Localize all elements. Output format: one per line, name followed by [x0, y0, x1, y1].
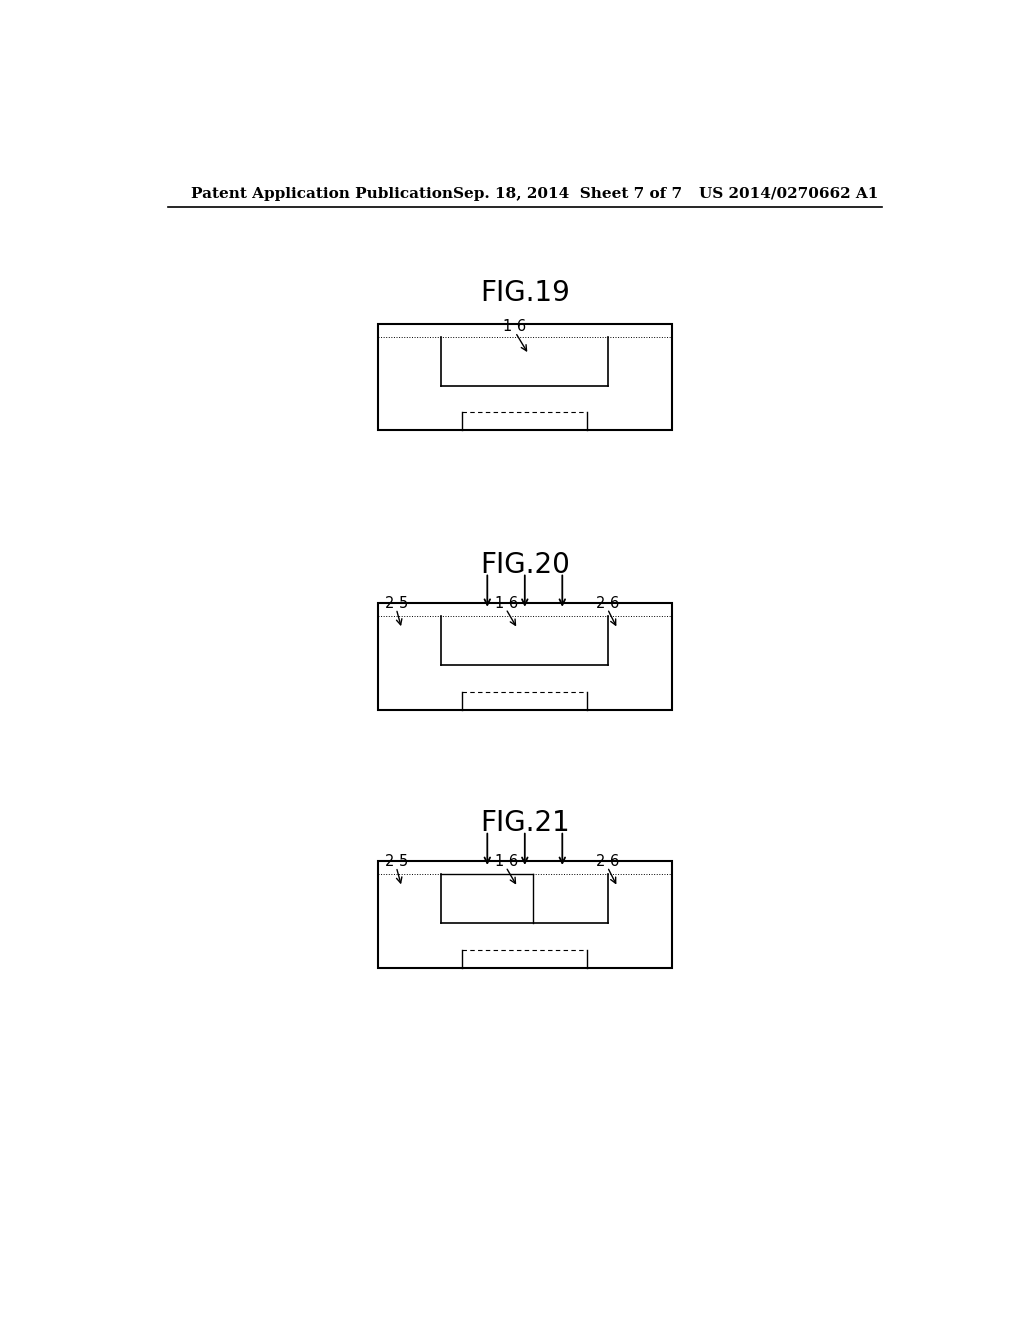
Bar: [441, 874, 534, 923]
Bar: [462, 412, 588, 430]
Text: US 2014/0270662 A1: US 2014/0270662 A1: [699, 187, 879, 201]
Bar: [608, 603, 672, 710]
Text: FIG.19: FIG.19: [480, 279, 569, 306]
Text: 1 6: 1 6: [495, 597, 518, 611]
Bar: [608, 323, 672, 430]
Bar: [441, 337, 608, 385]
Bar: [378, 861, 441, 968]
Bar: [441, 367, 608, 412]
Bar: [608, 861, 672, 968]
Bar: [378, 323, 441, 430]
Text: 2 5: 2 5: [385, 854, 409, 870]
Text: 2 5: 2 5: [385, 597, 409, 611]
Bar: [441, 874, 608, 923]
Bar: [441, 647, 608, 692]
Bar: [378, 603, 672, 710]
Text: 1 6: 1 6: [495, 854, 518, 870]
Bar: [378, 861, 672, 874]
Bar: [441, 906, 608, 949]
Bar: [462, 949, 588, 968]
Bar: [378, 323, 672, 430]
Bar: [378, 603, 441, 710]
Bar: [378, 603, 672, 616]
Text: 1 6: 1 6: [503, 318, 525, 334]
Bar: [441, 616, 608, 665]
Text: Patent Application Publication: Patent Application Publication: [191, 187, 454, 201]
Bar: [378, 603, 672, 710]
Bar: [378, 861, 672, 968]
Text: FIG.21: FIG.21: [480, 809, 569, 837]
Text: 2 6: 2 6: [596, 597, 620, 611]
Text: Sep. 18, 2014  Sheet 7 of 7: Sep. 18, 2014 Sheet 7 of 7: [454, 187, 683, 201]
Bar: [378, 323, 672, 430]
Bar: [462, 692, 588, 710]
Bar: [378, 323, 672, 337]
Bar: [378, 861, 672, 968]
Text: 2 6: 2 6: [596, 854, 620, 870]
Text: FIG.20: FIG.20: [480, 550, 569, 579]
